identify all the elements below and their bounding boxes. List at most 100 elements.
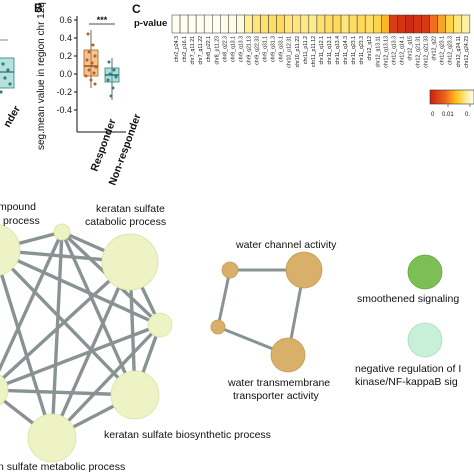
- label-smoothened: smoothened signaling: [357, 293, 459, 305]
- heatmap-cell: [389, 14, 398, 34]
- label-compound-1: mpound: [0, 201, 36, 213]
- panel-c-title: p-value: [134, 18, 167, 29]
- heatmap-region-label: chr12_q23.1: [440, 36, 446, 65]
- heatmap-region-label: chr12_q13.11: [375, 36, 381, 67]
- heatmap-region-label: chr7_q11.21: [190, 36, 196, 65]
- label-water-channel: water channel activity: [235, 239, 337, 251]
- heatmap-cell: [260, 14, 269, 34]
- heatmap-cell: [324, 14, 334, 34]
- label-sulfate-metabolic: n sulfate metabolic process: [0, 461, 125, 473]
- label-keratan-biosynthetic: keratan sulfate biosynthetic process: [104, 429, 271, 441]
- label-water-transmembrane-1: water transmembrane: [227, 377, 330, 389]
- panel-c-legend-tick: 0.: [465, 112, 470, 118]
- heatmap-region-label: chr12_q22: [432, 36, 438, 61]
- heatmap-cell: [308, 14, 318, 34]
- panel-a-points: [0, 62, 12, 94]
- heatmap-cell: [187, 14, 197, 34]
- panel-b-ytick-label: 0.4: [59, 33, 72, 43]
- heatmap-cell: [373, 14, 382, 34]
- heatmap-region-label: chr11_q13.1: [327, 36, 333, 65]
- heatmap-region-label: chr12_q24.23: [464, 36, 470, 68]
- heatmap-region-label: chr12_q21.31: [416, 36, 422, 68]
- heatmap-region-label: chr7_q11.22: [198, 36, 204, 65]
- panel-b-ytick-label: 0.2: [59, 51, 72, 61]
- heatmap-region-label: chr11_q12.1: [319, 36, 325, 65]
- heatmap-region-label: chr11_q23.1: [351, 36, 357, 65]
- heatmap-cell: [421, 14, 430, 34]
- heatmap-cell: [413, 14, 422, 34]
- heatmap-cell: [332, 14, 342, 34]
- heatmap-cell: [316, 14, 326, 34]
- panel-b-responder-points: [84, 32, 98, 86]
- label-negative-regulation-1: negative regulation of I: [355, 363, 461, 375]
- heatmap-region-label: chr12_q24.11: [456, 36, 462, 67]
- node-compound-process: [0, 224, 21, 276]
- heatmap-region-label: chr11_p11.2: [303, 36, 309, 64]
- heatmap-cell: [340, 14, 350, 34]
- panel-b-ytick-label: 0.6: [59, 15, 72, 25]
- heatmap-cell: [195, 14, 205, 34]
- panel-c-letter: C: [132, 2, 141, 16]
- node-keratan-biosynthetic: [110, 370, 160, 420]
- panel-c-legend-tick: 0.01: [442, 112, 454, 118]
- node-smoothened: [407, 254, 443, 290]
- heatmap-cell: [381, 14, 390, 34]
- panel-b-letter: B: [34, 1, 43, 15]
- heatmap-region-label: chr8_q22.3: [222, 36, 228, 62]
- heatmap-region-label: chr9_q31.3: [271, 36, 277, 62]
- heatmap-cell: [228, 14, 237, 34]
- heatmap-cell: [212, 14, 221, 34]
- heatmap-cell: [397, 14, 406, 34]
- heatmap-region-label: chr2_p24.3: [174, 36, 180, 62]
- panel-b-non-responder-points: [106, 60, 118, 98]
- heatmap-cell: [236, 14, 245, 34]
- heatmap-region-label: chr12_q13.13: [383, 36, 389, 68]
- heatmap-cell: [244, 14, 253, 34]
- panel-c-heatmap: [171, 14, 471, 34]
- heatmap-cell: [276, 14, 285, 34]
- heatmap-region-label: chr12_q15: [407, 36, 413, 61]
- heatmap-region-label: chr9_q13.1: [230, 36, 236, 62]
- label-compound-2: process: [3, 215, 40, 227]
- node-water-small-top: [221, 261, 239, 279]
- node-negative-regulation: [407, 322, 443, 358]
- panel-b-non-responder-box: [104, 58, 120, 100]
- label-keratan-catabolic-1: keratan sulfate: [96, 203, 165, 215]
- heatmap-region-label: chr12_q14.1: [399, 36, 405, 65]
- heatmap-region-label: chr8_p11.23: [214, 36, 220, 65]
- panel-b-ytick-label: -0.4: [56, 105, 72, 115]
- heatmap-region-label: chr11_q23.3: [359, 36, 365, 65]
- heatmap-region-label: chr11_q13.4: [335, 36, 341, 65]
- heatmap-cell: [429, 14, 438, 34]
- panel-b-ytick-label: -0.2: [56, 87, 72, 97]
- panel-b-ylabel: seg.mean value in region chr 12q: [36, 2, 47, 150]
- heatmap-region-label: chr2_p16.1: [182, 36, 188, 62]
- heatmap-cell: [284, 14, 294, 34]
- panel-a-box: [0, 57, 15, 89]
- heatmap-cell: [437, 14, 446, 34]
- label-negative-regulation-2: kinase/NF-kappaB sig: [355, 376, 458, 388]
- heatmap-region-label: chr9_q22.33: [255, 36, 261, 65]
- heatmap-region-label: chr8_p22.1: [206, 36, 212, 62]
- heatmap-cell: [179, 14, 189, 34]
- heatmap-region-label: chr12_q13.3: [391, 36, 397, 65]
- heatmap-cell: [405, 14, 414, 34]
- heatmap-cell: [348, 14, 358, 34]
- node-left-edge: [0, 374, 9, 406]
- heatmap-cell: [364, 14, 374, 34]
- heatmap-cell: [268, 14, 277, 34]
- node-water-transmembrane: [270, 337, 306, 373]
- heatmap-cell: [445, 14, 455, 34]
- enrichment-network: mpound process keratan sulfate catabolic…: [0, 201, 461, 473]
- heatmap-cell: [292, 14, 302, 34]
- panel-b: B seg.mean value in region chr 12q 0.6 0…: [34, 1, 144, 187]
- heatmap-region-label: chr12_q12: [367, 36, 373, 61]
- node-sulfate-metabolic: [27, 413, 77, 463]
- heatmap-region-label: chr12_q23.3: [448, 36, 454, 65]
- panel-c-region-labels: chr2_p24.3 chr2_p16.1 chr7_q11.21 chr7_q11.…: [174, 36, 470, 68]
- panel-a-partial: nder: [0, 39, 23, 130]
- heatmap-region-label: chr11_q14.3: [343, 36, 349, 65]
- heatmap-region-label: chr10_p11.22: [295, 36, 301, 67]
- heatmap-region-label: chr11_p11.12: [311, 36, 317, 67]
